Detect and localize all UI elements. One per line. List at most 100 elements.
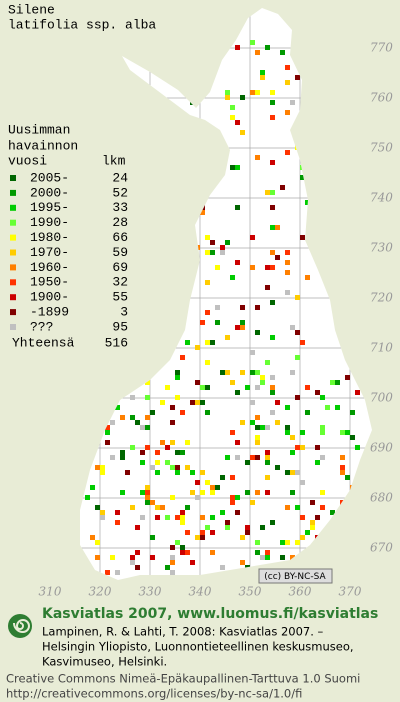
- citation: Kasvimuseo, Helsinki.: [42, 655, 167, 669]
- observation: [300, 445, 305, 450]
- observation: [360, 460, 365, 465]
- observation: [255, 370, 260, 375]
- legend-count: 69: [112, 260, 128, 275]
- observation: [190, 560, 195, 565]
- observation: [150, 555, 155, 560]
- observation: [155, 460, 160, 465]
- observation: [315, 390, 320, 395]
- title: latifolia ssp. alba: [8, 17, 156, 32]
- legend-swatch: [10, 264, 16, 271]
- observation: [130, 560, 135, 565]
- observation: [250, 350, 255, 355]
- legend-label: 1995-: [30, 200, 69, 215]
- observation: [330, 510, 335, 515]
- observation: [220, 370, 225, 375]
- observation: [165, 565, 170, 570]
- observation: [270, 205, 275, 210]
- license-url[interactable]: http://creativecommons.org/licenses/by-n…: [6, 687, 302, 701]
- y-grid-label: 720: [370, 291, 393, 305]
- observation: [95, 505, 100, 510]
- observation: [200, 535, 205, 540]
- observation: [265, 190, 270, 195]
- observation: [235, 120, 240, 125]
- observation: [285, 260, 290, 265]
- observation: [145, 485, 150, 490]
- observation: [355, 445, 360, 450]
- observation: [205, 250, 210, 255]
- observation: [195, 400, 200, 405]
- observation: [180, 355, 185, 360]
- legend-count: 32: [112, 275, 128, 290]
- observation: [200, 60, 205, 65]
- observation: [170, 560, 175, 565]
- observation: [175, 370, 180, 375]
- observation: [145, 500, 150, 505]
- observation: [110, 455, 115, 460]
- x-grid-label: 360: [289, 585, 312, 599]
- observation: [285, 505, 290, 510]
- y-grid-label: 730: [370, 241, 393, 255]
- observation: [255, 305, 260, 310]
- observation: [95, 395, 100, 400]
- observation: [290, 490, 295, 495]
- observation: [265, 285, 270, 290]
- legend-count: 55: [112, 290, 128, 305]
- observation: [220, 245, 225, 250]
- legend-swatch: [10, 249, 16, 256]
- observation: [270, 190, 275, 195]
- observation: [90, 385, 95, 390]
- observation: [270, 520, 275, 525]
- observation: [195, 245, 200, 250]
- observation: [120, 385, 125, 390]
- observation: [255, 155, 260, 160]
- observation: [270, 265, 275, 270]
- observation: [140, 460, 145, 465]
- observation: [130, 415, 135, 420]
- observation: [240, 560, 245, 565]
- observation: [320, 395, 325, 400]
- observation: [105, 425, 110, 430]
- observation: [295, 540, 300, 545]
- observation: [250, 500, 255, 505]
- observation: [230, 165, 235, 170]
- observation: [210, 240, 215, 245]
- observation: [355, 550, 360, 555]
- observation: [185, 140, 190, 145]
- legend-label: 2005-: [30, 170, 69, 185]
- observation: [310, 520, 315, 525]
- observation: [345, 500, 350, 505]
- observation: [265, 45, 270, 50]
- observation: [200, 515, 205, 520]
- license-badge-text[interactable]: (cc) BY-NC-SA: [264, 572, 326, 582]
- x-grid-label: 310: [39, 585, 62, 599]
- observation: [245, 565, 250, 570]
- legend-label: ???: [30, 319, 53, 334]
- license-badge[interactable]: [258, 568, 333, 584]
- observation: [330, 380, 335, 385]
- observation: [270, 300, 275, 305]
- observation: [270, 375, 275, 380]
- observation: [320, 490, 325, 495]
- observation: [205, 235, 210, 240]
- observation: [310, 525, 315, 530]
- observation: [235, 390, 240, 395]
- observation: [140, 450, 145, 455]
- observation: [290, 555, 295, 560]
- observation: [300, 165, 305, 170]
- observation: [355, 550, 360, 555]
- observation: [345, 430, 350, 435]
- observation: [150, 500, 155, 505]
- observation: [230, 115, 235, 120]
- site-title[interactable]: Kasviatlas 2007, www.luomus.fi/kasviatla…: [42, 606, 378, 622]
- observation: [145, 445, 150, 450]
- observation: [310, 500, 315, 505]
- observation: [170, 495, 175, 500]
- observation: [270, 225, 275, 230]
- observation: [150, 535, 155, 540]
- observation: [240, 370, 245, 375]
- legend-heading: havainnon: [8, 138, 78, 153]
- observation: [205, 280, 210, 285]
- observation: [250, 370, 255, 375]
- observation: [210, 550, 215, 555]
- observation: [300, 535, 305, 540]
